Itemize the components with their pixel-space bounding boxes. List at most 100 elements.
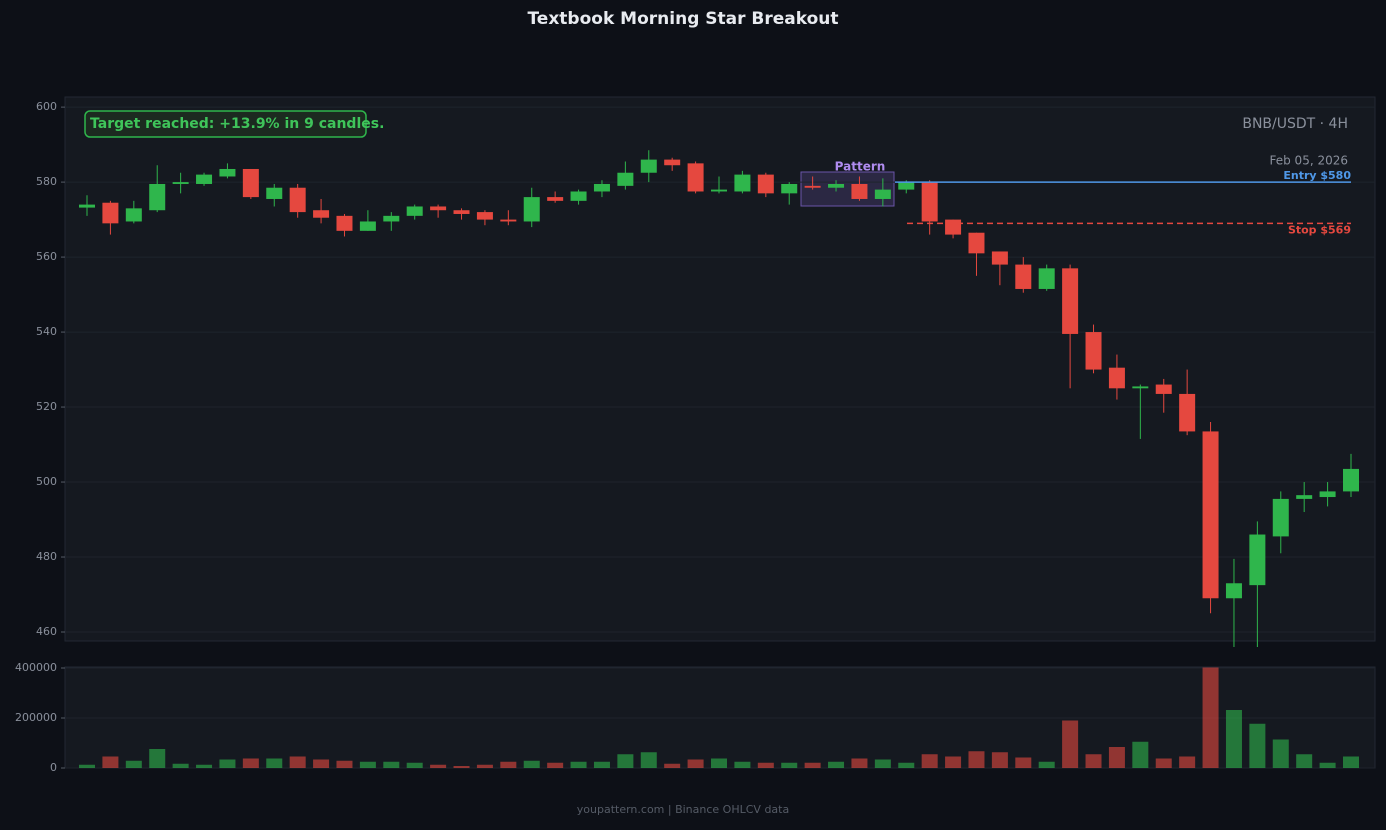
candle-body (991, 251, 1008, 265)
volume-bar (711, 758, 727, 768)
candle-body (1225, 583, 1242, 599)
volume-bar (945, 756, 962, 768)
volume-bar (1319, 762, 1336, 768)
candle-body (593, 183, 610, 192)
chart-title: Textbook Morning Star Breakout (527, 9, 838, 29)
candle-body (172, 182, 189, 184)
volume-bar (1155, 758, 1172, 768)
volume-bar (289, 756, 306, 768)
volume-bar (336, 760, 353, 768)
volume-bar (1062, 720, 1079, 768)
volume-bar (242, 758, 259, 768)
volume-bar (430, 764, 447, 768)
candle-body (757, 174, 774, 194)
volume-bar (219, 759, 236, 768)
volume-tick-label: 200000 (15, 711, 57, 724)
candle-body (828, 183, 845, 188)
candle-body (687, 163, 704, 192)
volume-bar (687, 759, 704, 768)
volume-bar (383, 761, 400, 768)
candle-body (406, 206, 423, 216)
volume-bar (664, 763, 681, 768)
volume-bar (102, 756, 119, 768)
volume-bar (617, 754, 634, 768)
volume-tick-label: 400000 (15, 661, 57, 674)
volume-bar (1296, 754, 1313, 768)
volume-bar (1202, 667, 1219, 768)
candle-body (1272, 498, 1289, 537)
date: Feb 05, 2026 (1270, 154, 1349, 168)
volume-bar (359, 761, 376, 768)
volume-bar (593, 761, 610, 768)
volume-tick-label: 0 (50, 761, 57, 774)
volume-bar (453, 766, 470, 768)
y-tick-label: 540 (36, 325, 57, 338)
volume-bar (523, 760, 540, 768)
volume-bar (781, 762, 798, 768)
candle-body (1343, 468, 1359, 492)
volume-bar (1272, 739, 1289, 768)
volume-bar (828, 761, 845, 768)
volume-bar (125, 760, 142, 768)
candle-body (945, 219, 962, 235)
volume-bar (406, 762, 423, 768)
volume-bar (991, 752, 1008, 768)
candle-body (453, 210, 470, 214)
volume-bar (547, 762, 564, 768)
candle-body (804, 185, 821, 188)
y-tick-label: 480 (36, 550, 57, 563)
candle-body (851, 183, 868, 199)
volume-bar (1015, 757, 1032, 768)
candle-body (968, 232, 985, 254)
volume-bar (898, 762, 915, 768)
volume-bar (149, 749, 166, 768)
candle-body (664, 159, 681, 166)
volume-bar (79, 764, 95, 768)
candle-body (617, 172, 634, 186)
candle-body (547, 197, 564, 201)
volume-bar (1108, 747, 1125, 768)
candle-body (711, 189, 727, 192)
volume-bar (266, 758, 283, 768)
candle-body (1015, 264, 1032, 289)
volume-bar (1249, 723, 1266, 768)
candle-body (734, 174, 751, 192)
candle-body (1179, 393, 1196, 432)
footer: youpattern.com | Binance OHLCV data (577, 803, 789, 816)
y-tick-label: 460 (36, 625, 57, 638)
volume-bar (476, 764, 493, 768)
volume-bar (874, 759, 891, 768)
candle-body (874, 189, 891, 199)
volume-bar (968, 751, 985, 768)
candle-body (313, 210, 330, 218)
volume-bar (757, 762, 774, 768)
volume-bar (804, 762, 821, 768)
volume-bar (1179, 756, 1196, 768)
candle-body (1085, 332, 1102, 370)
volume-bar (500, 761, 517, 768)
candle-body (219, 168, 236, 177)
candle-body (79, 204, 95, 208)
pattern-label: Pattern (835, 160, 886, 174)
pattern-box (800, 171, 895, 207)
candle-body (921, 182, 938, 222)
volume-bar (1132, 741, 1149, 768)
candle-body (781, 183, 798, 194)
candle-body (1296, 495, 1313, 499)
annotation: Target reached: +13.9% in 9 candles. (90, 116, 384, 132)
candle-body (266, 187, 283, 199)
candle-body (476, 212, 493, 220)
candle-body (149, 183, 166, 211)
candle-body (125, 208, 142, 222)
volume-bar (1225, 710, 1242, 768)
candle-body (242, 168, 259, 198)
candle-body (640, 159, 657, 173)
candle-body (1249, 534, 1266, 586)
y-tick-label: 520 (36, 400, 57, 413)
y-tick-label: 560 (36, 250, 57, 263)
price-panel (64, 96, 1376, 642)
volume-bar (1343, 756, 1359, 768)
volume-bar (196, 764, 213, 768)
